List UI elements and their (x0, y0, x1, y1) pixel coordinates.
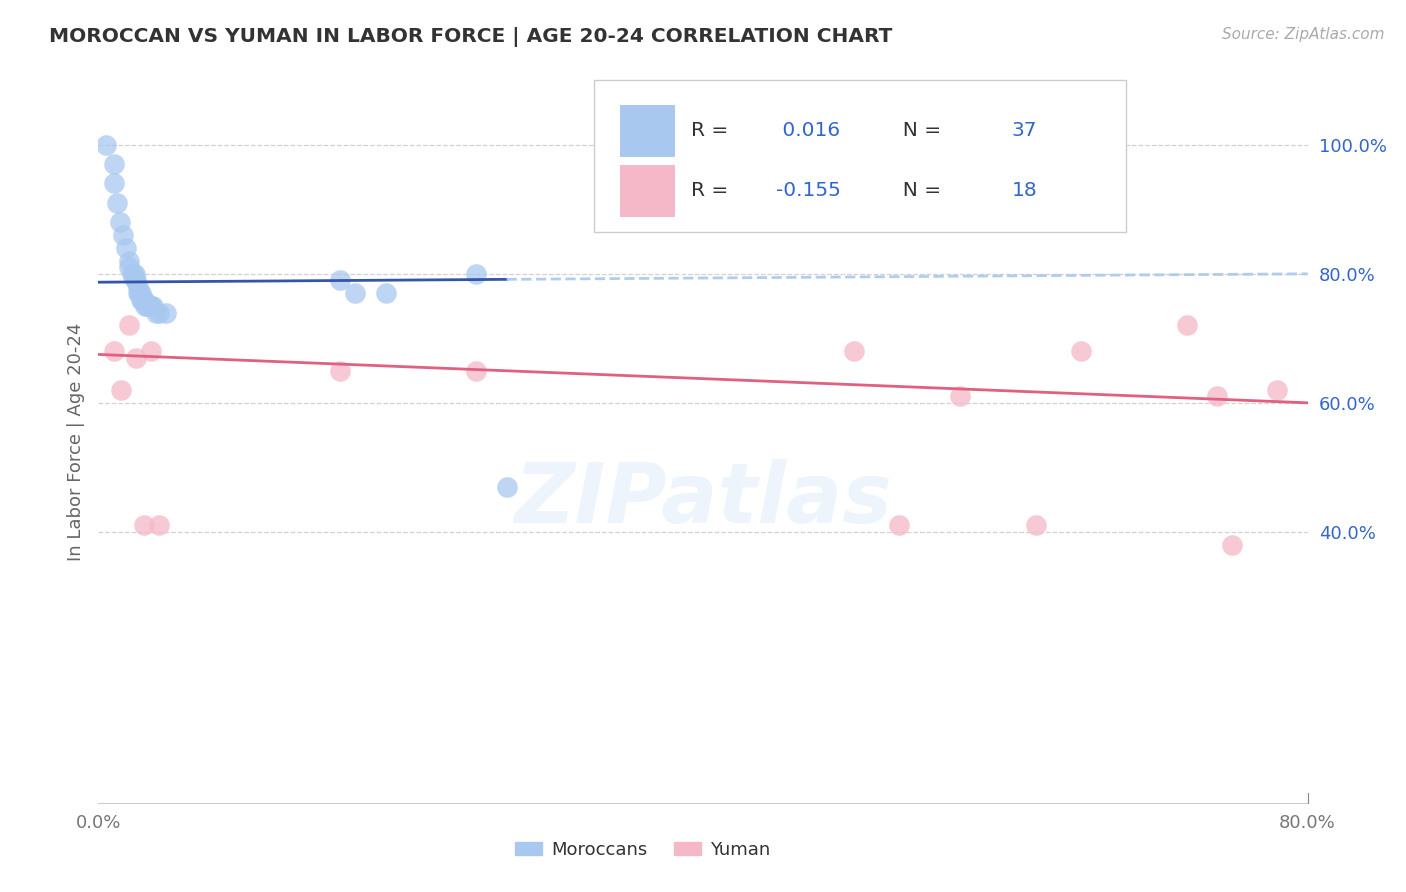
FancyBboxPatch shape (620, 165, 675, 217)
Point (148, 305, 170, 319)
Text: MOROCCAN VS YUMAN IN LABOR FORCE | AGE 20-24 CORRELATION CHART: MOROCCAN VS YUMAN IN LABOR FORCE | AGE 2… (49, 27, 893, 46)
FancyBboxPatch shape (620, 105, 675, 157)
Point (1220, 538, 1243, 552)
Text: ZIPatlas: ZIPatlas (515, 458, 891, 540)
Point (103, 344, 125, 359)
Text: -0.155: -0.155 (776, 181, 841, 201)
Point (1206, 389, 1229, 403)
Point (111, 228, 134, 243)
Point (344, 286, 367, 301)
Point (131, 293, 153, 307)
Point (134, 299, 156, 313)
Text: 37: 37 (1011, 121, 1036, 140)
Point (94, 137, 117, 152)
Point (329, 273, 352, 287)
Point (465, 363, 488, 377)
Point (374, 286, 396, 301)
Point (155, 305, 177, 319)
Text: R =: R = (690, 181, 734, 201)
Point (103, 157, 125, 171)
Point (142, 299, 165, 313)
Legend: Moroccans, Yuman: Moroccans, Yuman (508, 834, 778, 866)
Point (124, 273, 146, 287)
Text: 18: 18 (1011, 181, 1038, 201)
Point (136, 299, 159, 313)
FancyBboxPatch shape (595, 80, 1126, 232)
Point (128, 286, 150, 301)
Point (114, 241, 136, 255)
Text: 0.016: 0.016 (776, 121, 839, 140)
Text: R =: R = (690, 121, 734, 140)
Point (110, 383, 132, 397)
Point (118, 260, 141, 275)
Point (121, 267, 143, 281)
Point (125, 273, 148, 287)
Point (132, 518, 155, 533)
Point (889, 518, 911, 533)
Point (118, 254, 141, 268)
Point (141, 299, 163, 313)
Point (148, 518, 170, 533)
Point (132, 293, 155, 307)
Point (1070, 344, 1092, 359)
Point (844, 344, 866, 359)
Point (125, 351, 148, 365)
Point (329, 363, 352, 377)
Point (145, 305, 167, 319)
Point (124, 267, 146, 281)
Point (108, 215, 131, 229)
Point (1267, 383, 1289, 397)
Point (141, 299, 163, 313)
Text: Source: ZipAtlas.com: Source: ZipAtlas.com (1222, 27, 1385, 42)
Point (129, 286, 152, 301)
Point (127, 286, 149, 301)
Point (103, 177, 125, 191)
Point (122, 267, 145, 281)
Point (105, 195, 128, 210)
Point (465, 267, 488, 281)
Text: N =: N = (890, 121, 948, 140)
Y-axis label: In Labor Force | Age 20-24: In Labor Force | Age 20-24 (66, 322, 84, 561)
Point (135, 299, 157, 313)
Point (139, 299, 162, 313)
Point (1175, 318, 1198, 333)
Point (127, 279, 149, 293)
Point (118, 318, 141, 333)
Point (1024, 518, 1046, 533)
Point (949, 389, 972, 403)
Point (132, 293, 155, 307)
Point (141, 344, 163, 359)
Point (129, 293, 152, 307)
Point (495, 480, 517, 494)
Text: N =: N = (890, 181, 948, 201)
